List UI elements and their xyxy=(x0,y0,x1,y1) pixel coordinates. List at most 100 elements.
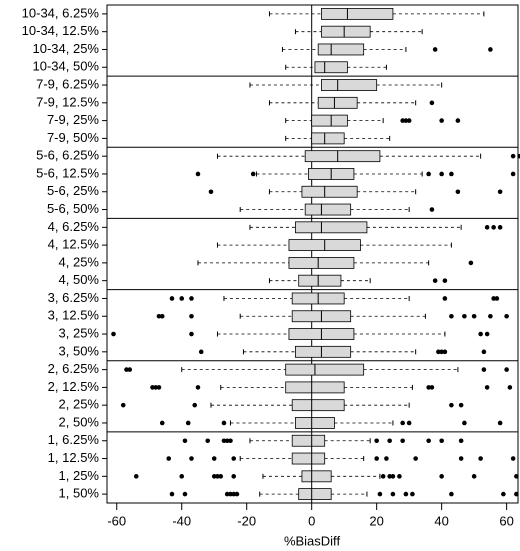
outlier xyxy=(150,385,155,390)
outlier xyxy=(195,385,201,390)
outlier xyxy=(400,420,405,426)
outlier xyxy=(120,402,126,408)
outlier xyxy=(390,474,396,479)
outlier xyxy=(221,438,227,444)
outlier xyxy=(169,296,175,301)
y-tick-label: 10-34, 6.25% xyxy=(22,5,100,20)
outlier xyxy=(189,456,194,461)
outlier xyxy=(228,438,233,444)
y-tick-label: 5-6, 12.5% xyxy=(36,165,99,180)
outlier xyxy=(156,313,162,319)
outlier xyxy=(510,171,516,177)
x-tick-label: 60 xyxy=(499,513,513,528)
outlier xyxy=(384,456,389,461)
outlier xyxy=(481,349,487,355)
outlier xyxy=(189,313,194,319)
outlier xyxy=(374,456,379,461)
outlier xyxy=(182,491,188,497)
outlier xyxy=(439,171,444,177)
outlier xyxy=(488,313,493,319)
plot-frame xyxy=(106,4,519,504)
outlier xyxy=(510,456,516,461)
outlier xyxy=(455,189,461,195)
y-tick-label: 5-6, 50% xyxy=(47,201,99,216)
y-tick-label: 10-34, 50% xyxy=(33,59,100,74)
outlier xyxy=(432,47,438,52)
outlier xyxy=(377,491,383,497)
outlier xyxy=(400,438,405,444)
outlier xyxy=(159,420,165,426)
outlier xyxy=(400,118,405,123)
box xyxy=(321,25,371,38)
outlier xyxy=(406,118,412,123)
outlier xyxy=(215,474,220,479)
outlier xyxy=(510,153,516,159)
outlier xyxy=(442,296,448,301)
outlier xyxy=(471,474,477,479)
outlier xyxy=(458,456,464,461)
outlier xyxy=(380,474,386,479)
box xyxy=(295,221,368,234)
box xyxy=(301,185,358,198)
outlier xyxy=(179,474,185,479)
outlier xyxy=(497,189,503,195)
outlier xyxy=(250,171,256,177)
outlier xyxy=(397,474,402,479)
outlier xyxy=(166,456,172,461)
box xyxy=(311,132,345,145)
outlier xyxy=(169,491,175,497)
outlier xyxy=(182,438,188,444)
outlier xyxy=(442,278,448,283)
outlier xyxy=(491,296,496,301)
box xyxy=(291,434,326,447)
x-tick-label: -20 xyxy=(237,513,256,528)
y-tick-label: 1, 25% xyxy=(59,468,100,483)
outlier xyxy=(185,420,191,426)
y-tick-label: 5-6, 6.25% xyxy=(36,148,99,163)
outlier xyxy=(439,474,444,479)
outlier xyxy=(189,331,194,337)
outlier xyxy=(462,313,467,319)
outlier xyxy=(497,225,503,230)
box xyxy=(304,150,381,163)
y-tick-label: 2, 6.25% xyxy=(48,361,100,376)
outlier xyxy=(153,385,159,390)
outlier xyxy=(478,456,483,461)
outlier xyxy=(449,313,454,319)
outlier xyxy=(231,474,237,479)
outlier xyxy=(124,367,129,372)
y-tick-label: 4, 50% xyxy=(59,272,100,287)
x-axis-label: %BiasDiff xyxy=(284,533,341,548)
outlier xyxy=(374,438,379,444)
outlier xyxy=(426,171,431,177)
outlier xyxy=(449,171,454,177)
box xyxy=(291,452,326,465)
y-tick-label: 1, 50% xyxy=(59,486,100,501)
outlier xyxy=(111,331,116,337)
outlier xyxy=(387,438,392,444)
x-tick-label: -40 xyxy=(172,513,191,528)
y-tick-label: 3, 6.25% xyxy=(48,290,100,305)
outlier xyxy=(208,189,214,195)
outlier xyxy=(189,296,194,301)
outlier xyxy=(426,385,431,390)
box xyxy=(288,256,355,269)
outlier xyxy=(211,474,217,479)
outlier xyxy=(491,225,496,230)
outlier xyxy=(205,438,211,444)
outlier xyxy=(429,207,435,212)
outlier xyxy=(133,474,139,479)
outlier xyxy=(462,420,467,426)
y-tick-label: 2, 25% xyxy=(59,397,100,412)
outlier xyxy=(488,47,493,52)
outlier xyxy=(127,367,133,372)
outlier xyxy=(211,456,217,461)
box xyxy=(298,488,332,501)
y-tick-label: 7-9, 12.5% xyxy=(36,94,99,109)
outlier xyxy=(159,313,165,319)
outlier xyxy=(195,171,201,177)
outlier xyxy=(403,491,409,497)
outlier xyxy=(504,313,509,319)
outlier xyxy=(432,278,438,283)
